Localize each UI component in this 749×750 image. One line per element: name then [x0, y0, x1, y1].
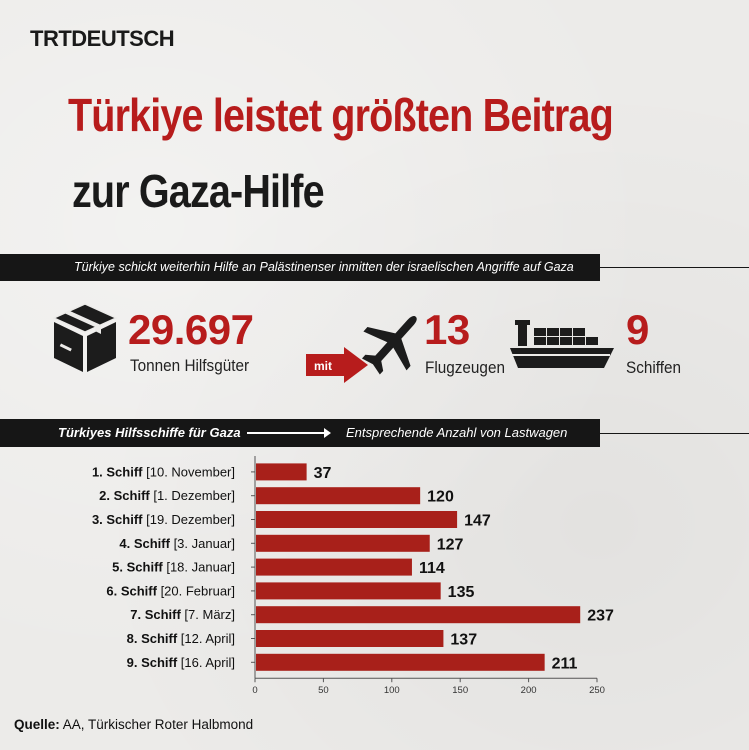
bar-chart: 1. Schiff [10. November] 37 2. Schiff [1. …	[92, 456, 614, 696]
ships-label: Schiffen	[626, 358, 682, 377]
x-tick-label: 50	[318, 685, 329, 696]
category-label: 5. Schiff [18. Januar]	[112, 560, 235, 575]
value-label: 37	[314, 465, 332, 482]
connector-label: mit	[314, 359, 332, 373]
x-tick-label: 0	[252, 685, 257, 696]
category-label: 1. Schiff [10. November]	[92, 464, 235, 479]
value-label: 127	[437, 536, 464, 553]
value-label: 120	[427, 489, 454, 506]
bar	[256, 463, 307, 481]
section-right-label: Entsprechende Anzahl von Lastwagen	[346, 425, 568, 440]
section-banner: Türkiyes Hilfsschiffe für Gaza Entsprech…	[0, 419, 600, 447]
source-line: Quelle: AA, Türkischer Roter Halbmond	[14, 717, 253, 732]
title-line-1: Türkiye leistet größten Beitrag	[68, 89, 614, 141]
tonnes-label: Tonnen Hilfsgüter	[130, 356, 250, 375]
category-label: 4. Schiff [3. Januar]	[119, 536, 235, 551]
planes-value: 13	[424, 306, 470, 353]
category-label: 7. Schiff [7. März]	[130, 607, 235, 622]
category-label: 6. Schiff [20. Februar]	[106, 583, 235, 598]
bar	[256, 653, 545, 671]
category-label: 9. Schiff [16. April]	[127, 655, 235, 670]
value-label: 137	[450, 632, 477, 649]
bar	[256, 582, 441, 600]
x-tick-label: 200	[521, 685, 537, 696]
section-arrow-icon	[247, 428, 331, 438]
subtitle-text: Türkiye schickt weiterhin Hilfe an Paläs…	[74, 260, 574, 274]
box-icon	[52, 303, 118, 372]
bar	[256, 511, 458, 528]
category-label: 2. Schiff [1. Dezember]	[99, 488, 235, 503]
x-tick-label: 150	[452, 685, 468, 696]
category-label: 8. Schiff [12. April]	[127, 631, 235, 646]
bar	[256, 534, 430, 552]
section-rule	[600, 433, 749, 434]
value-label: 237	[587, 608, 614, 625]
source-text: AA, Türkischer Roter Halbmond	[62, 717, 254, 732]
tonnes-value: 29.697	[128, 306, 254, 353]
subtitle-rule	[600, 267, 749, 268]
subtitle-banner: Türkiye schickt weiterhin Hilfe an Paläs…	[0, 254, 600, 281]
section-left-label: Türkiyes Hilfsschiffe für Gaza	[58, 425, 241, 440]
value-label: 147	[464, 513, 491, 530]
ships-value: 9	[626, 306, 649, 353]
cargo-ship-icon	[510, 320, 614, 368]
title-line-2: zur Gaza-Hilfe	[72, 165, 325, 217]
category-label: 3. Schiff [19. Dezember]	[92, 512, 235, 527]
mit-arrow-icon	[306, 347, 368, 383]
source-label: Quelle:	[14, 717, 60, 732]
x-tick-label: 250	[589, 685, 605, 696]
bar	[256, 487, 421, 505]
value-label: 135	[448, 584, 475, 601]
value-label: 211	[552, 655, 578, 672]
bar	[256, 630, 444, 647]
bar	[256, 606, 581, 624]
brand-logo: TRTDEUTSCH	[30, 26, 175, 51]
planes-label: Flugzeugen	[425, 358, 505, 377]
bar	[256, 558, 412, 576]
airplane-icon	[362, 315, 417, 375]
value-label: 114	[419, 560, 445, 577]
x-tick-label: 100	[384, 685, 400, 696]
